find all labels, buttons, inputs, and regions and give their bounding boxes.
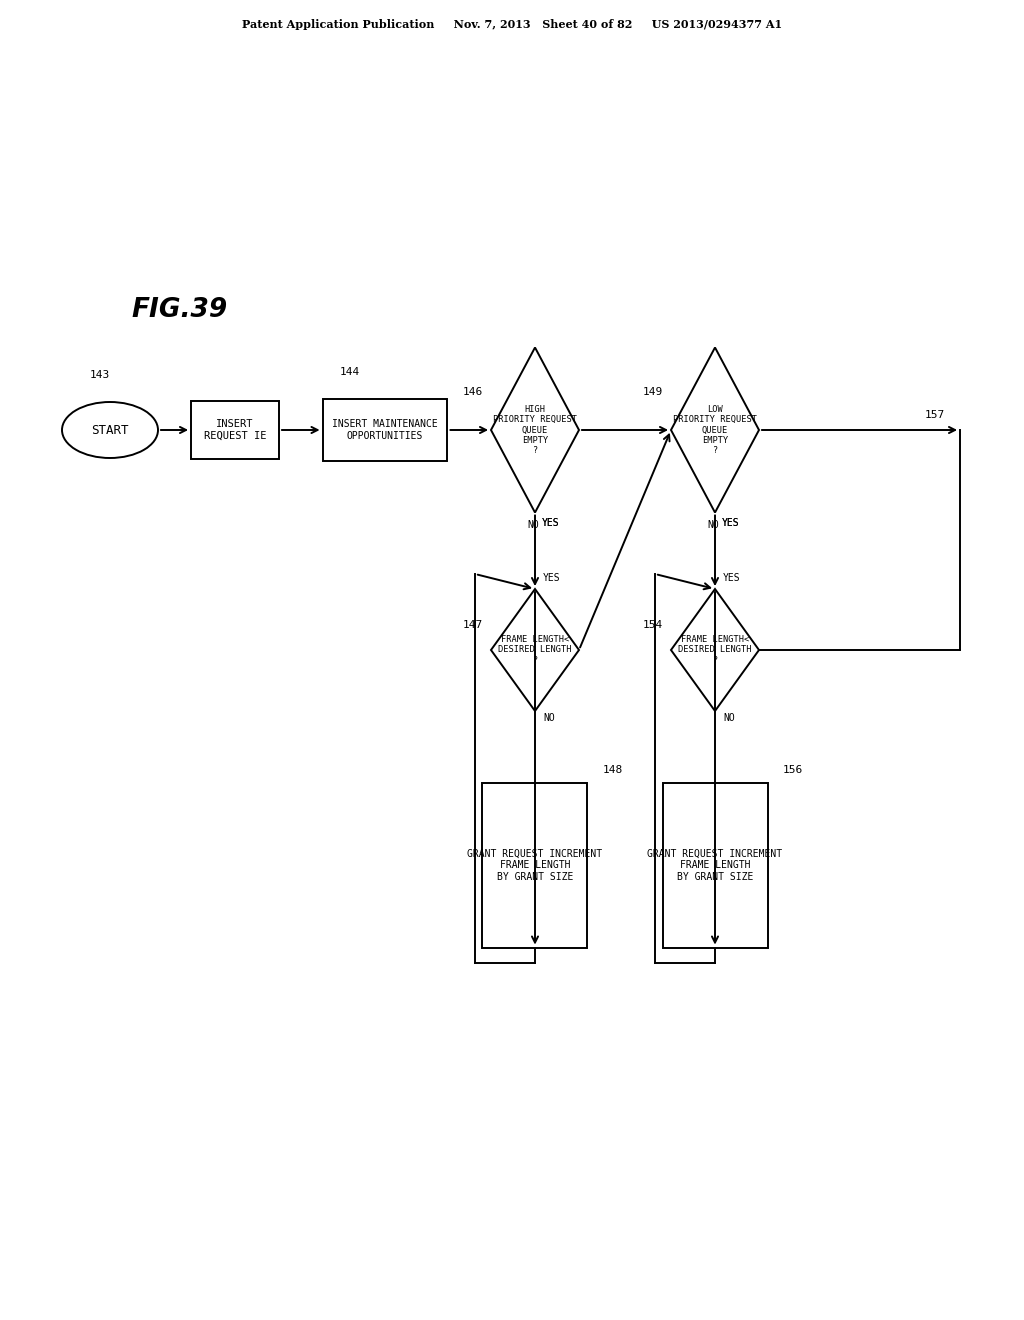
Text: YES: YES: [722, 519, 739, 528]
Polygon shape: [671, 589, 759, 711]
Text: 149: 149: [643, 387, 664, 397]
FancyBboxPatch shape: [482, 783, 588, 948]
Text: GRANT REQUEST INCREMENT
FRAME LENGTH
BY GRANT SIZE: GRANT REQUEST INCREMENT FRAME LENGTH BY …: [647, 849, 782, 882]
Text: INSERT MAINTENANCE
OPPORTUNITIES: INSERT MAINTENANCE OPPORTUNITIES: [332, 420, 438, 441]
Text: INSERT
REQUEST IE: INSERT REQUEST IE: [204, 420, 266, 441]
FancyBboxPatch shape: [191, 401, 279, 459]
Text: GRANT REQUEST INCREMENT
FRAME LENGTH
BY GRANT SIZE: GRANT REQUEST INCREMENT FRAME LENGTH BY …: [467, 849, 602, 882]
Text: FIG.39: FIG.39: [132, 297, 228, 323]
Text: NO: NO: [527, 520, 539, 531]
Text: YES: YES: [722, 519, 739, 528]
Text: FRAME LENGTH<
DESIRED LENGTH
?: FRAME LENGTH< DESIRED LENGTH ?: [499, 635, 571, 665]
Polygon shape: [490, 589, 579, 711]
Text: NO: NO: [543, 713, 555, 723]
Text: YES: YES: [543, 573, 560, 583]
Text: 154: 154: [643, 620, 664, 630]
Text: NO: NO: [707, 520, 719, 531]
Text: 148: 148: [603, 766, 624, 775]
Text: 156: 156: [783, 766, 803, 775]
Text: FRAME LENGTH<
DESIRED LENGTH
?: FRAME LENGTH< DESIRED LENGTH ?: [678, 635, 752, 665]
Text: 147: 147: [463, 620, 483, 630]
FancyBboxPatch shape: [663, 783, 768, 948]
Text: 144: 144: [340, 367, 360, 378]
Polygon shape: [671, 347, 759, 512]
Text: 146: 146: [463, 387, 483, 397]
Text: YES: YES: [723, 573, 740, 583]
Text: LOW
PRIORITY REQUEST
QUEUE
EMPTY
?: LOW PRIORITY REQUEST QUEUE EMPTY ?: [673, 405, 757, 455]
Text: HIGH
PRIORITY REQUEST
QUEUE
EMPTY
?: HIGH PRIORITY REQUEST QUEUE EMPTY ?: [493, 405, 577, 455]
FancyBboxPatch shape: [323, 399, 447, 461]
Text: 157: 157: [925, 411, 945, 420]
Text: Patent Application Publication     Nov. 7, 2013   Sheet 40 of 82     US 2013/029: Patent Application Publication Nov. 7, 2…: [242, 20, 782, 30]
Text: START: START: [91, 424, 129, 437]
Polygon shape: [490, 347, 579, 512]
Text: 143: 143: [90, 370, 111, 380]
Text: NO: NO: [723, 713, 735, 723]
Text: YES: YES: [542, 519, 560, 528]
Text: YES: YES: [542, 519, 560, 528]
